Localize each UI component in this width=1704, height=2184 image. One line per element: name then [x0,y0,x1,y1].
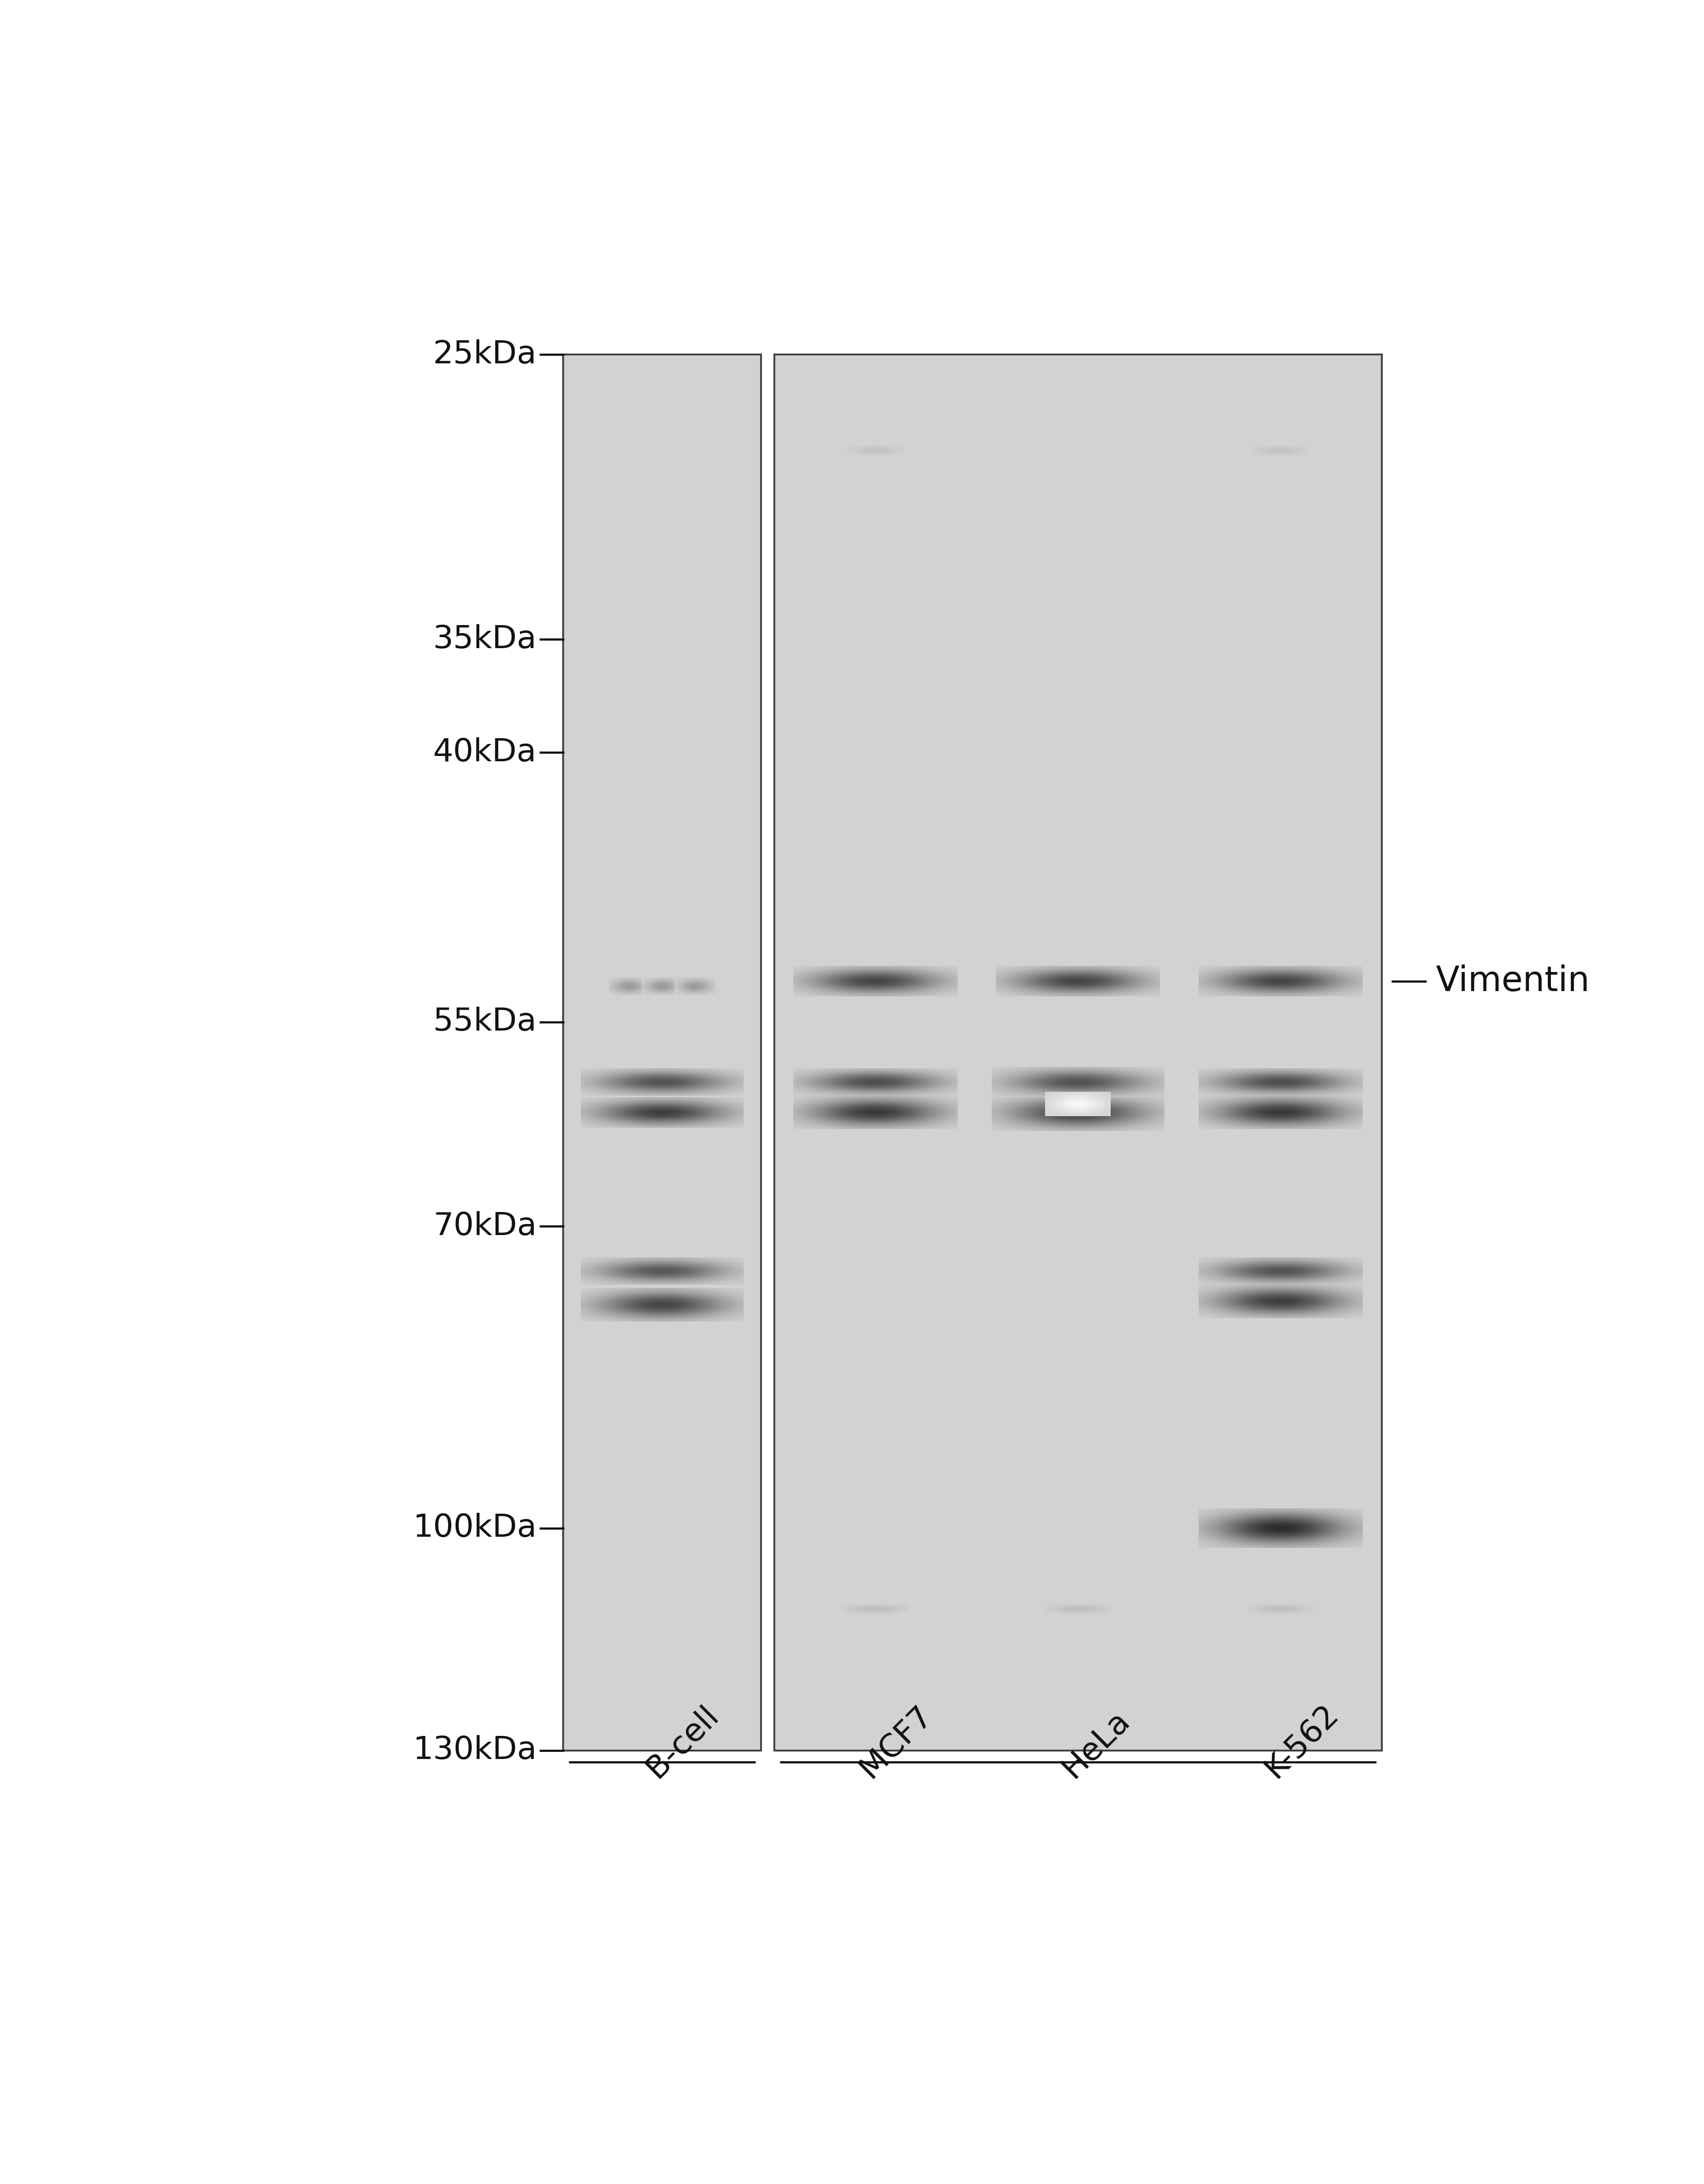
Text: B-cell: B-cell [641,1699,724,1784]
Text: 100kDa: 100kDa [412,1514,537,1544]
Text: 25kDa: 25kDa [433,339,537,369]
Text: Vimentin: Vimentin [1436,965,1590,998]
Text: 40kDa: 40kDa [433,738,537,769]
Text: 55kDa: 55kDa [433,1007,537,1037]
Bar [774,354,1382,1749]
Text: HeLa: HeLa [1056,1706,1135,1784]
Text: 70kDa: 70kDa [433,1210,537,1241]
Bar [562,354,762,1749]
Text: 35kDa: 35kDa [433,625,537,655]
Text: MCF7: MCF7 [854,1699,939,1784]
Text: K-562: K-562 [1259,1699,1344,1784]
Text: 130kDa: 130kDa [412,1734,537,1765]
